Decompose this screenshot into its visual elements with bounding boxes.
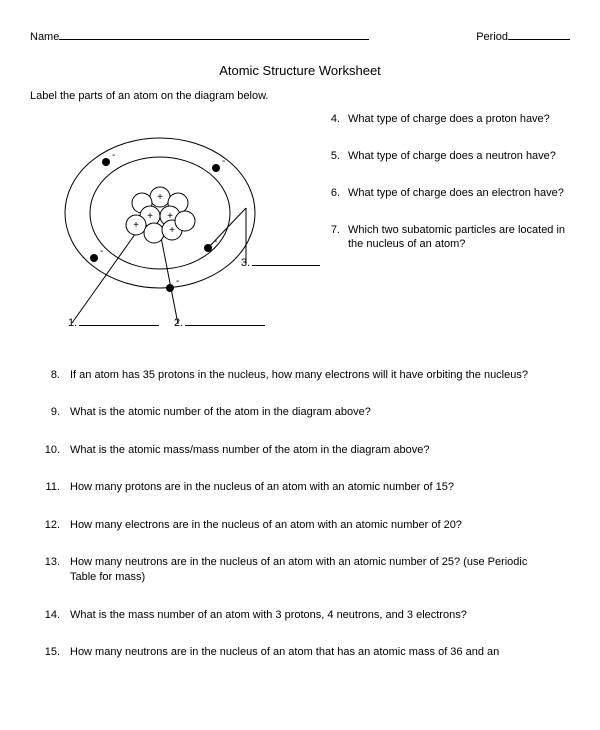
- main-question: 8. If an atom has 35 protons in the nucle…: [38, 368, 570, 383]
- question-number: 15.: [38, 645, 60, 660]
- question-text: What type of charge does an electron hav…: [348, 186, 564, 201]
- period-label: Period: [476, 31, 508, 43]
- diagram-label-number: 2.: [174, 317, 183, 329]
- instruction-text: Label the parts of an atom on the diagra…: [30, 90, 570, 102]
- name-label: Name: [30, 31, 59, 43]
- main-question: 9. What is the atomic number of the atom …: [38, 405, 570, 420]
- question-text: How many protons are in the nucleus of a…: [70, 480, 570, 495]
- question-number: 12.: [38, 518, 60, 533]
- name-field: Name: [30, 28, 369, 43]
- question-number: 14.: [38, 608, 60, 623]
- main-question: 10. What is the atomic mass/mass number o…: [38, 443, 570, 458]
- diagram-label-number: 3.: [241, 257, 250, 269]
- svg-text:-: -: [100, 246, 103, 257]
- main-question: 14. What is the mass number of an atom wi…: [38, 608, 570, 623]
- question-number: 4.: [324, 112, 340, 127]
- side-question: 4. What type of charge does a proton have…: [324, 112, 570, 127]
- svg-text:-: -: [222, 156, 225, 167]
- question-number: 6.: [324, 186, 340, 201]
- question-text: What type of charge does a proton have?: [348, 112, 550, 127]
- header-row: Name Period: [30, 28, 570, 43]
- atom-svg: +++++-----: [30, 108, 310, 348]
- main-question: 11. How many protons are in the nucleus o…: [38, 480, 570, 495]
- svg-text:+: +: [133, 220, 139, 231]
- side-question: 6. What type of charge does an electron h…: [324, 186, 570, 201]
- question-number: 10.: [38, 443, 60, 458]
- question-number: 13.: [38, 555, 60, 586]
- page-title: Atomic Structure Worksheet: [30, 63, 570, 78]
- side-question: 7. Which two subatomic particles are loca…: [324, 223, 570, 253]
- svg-text:+: +: [147, 211, 153, 222]
- question-text: How many electrons are in the nucleus of…: [70, 518, 570, 533]
- main-question: 12. How many electrons are in the nucleus…: [38, 518, 570, 533]
- diagram-label-number: 1.: [68, 317, 77, 329]
- atom-diagram: +++++----- 1.2.3.: [30, 108, 310, 348]
- diagram-label-blank[interactable]: [79, 316, 159, 326]
- question-text: How many neutrons are in the nucleus of …: [70, 645, 570, 660]
- diagram-label-blank[interactable]: [185, 316, 265, 326]
- question-text: What is the atomic mass/mass number of t…: [70, 443, 570, 458]
- question-text: If an atom has 35 protons in the nucleus…: [70, 368, 570, 383]
- main-question: 13. How many neutrons are in the nucleus …: [38, 555, 570, 586]
- question-text: Which two subatomic particles are locate…: [348, 223, 570, 253]
- question-number: 8.: [38, 368, 60, 383]
- question-text: How many neutrons are in the nucleus of …: [70, 555, 570, 586]
- svg-text:+: +: [157, 192, 163, 203]
- question-text: What type of charge does a neutron have?: [348, 149, 556, 164]
- period-field: Period: [476, 28, 570, 43]
- svg-text:-: -: [112, 150, 115, 161]
- question-number: 7.: [324, 223, 340, 253]
- question-text: What is the mass number of an atom with …: [70, 608, 570, 623]
- side-question: 5. What type of charge does a neutron hav…: [324, 149, 570, 164]
- question-number: 9.: [38, 405, 60, 420]
- upper-section: +++++----- 1.2.3. 4.What type of charge …: [30, 108, 570, 348]
- diagram-label-1: 1.: [68, 316, 159, 329]
- question-text: What is the atomic number of the atom in…: [70, 405, 570, 420]
- period-blank[interactable]: [508, 28, 570, 40]
- question-number: 5.: [324, 149, 340, 164]
- svg-text:+: +: [169, 225, 175, 236]
- diagram-label-3: 3.: [241, 256, 320, 269]
- main-question: 15. How many neutrons are in the nucleus …: [38, 645, 570, 660]
- diagram-label-blank[interactable]: [252, 256, 320, 266]
- question-number: 11.: [38, 480, 60, 495]
- svg-text:-: -: [176, 276, 179, 287]
- svg-text:-: -: [214, 236, 217, 247]
- side-questions: 4. What type of charge does a proton have…: [324, 108, 570, 348]
- diagram-label-2: 2.: [174, 316, 265, 329]
- main-questions: 8. If an atom has 35 protons in the nucle…: [30, 368, 570, 661]
- name-blank[interactable]: [59, 28, 369, 40]
